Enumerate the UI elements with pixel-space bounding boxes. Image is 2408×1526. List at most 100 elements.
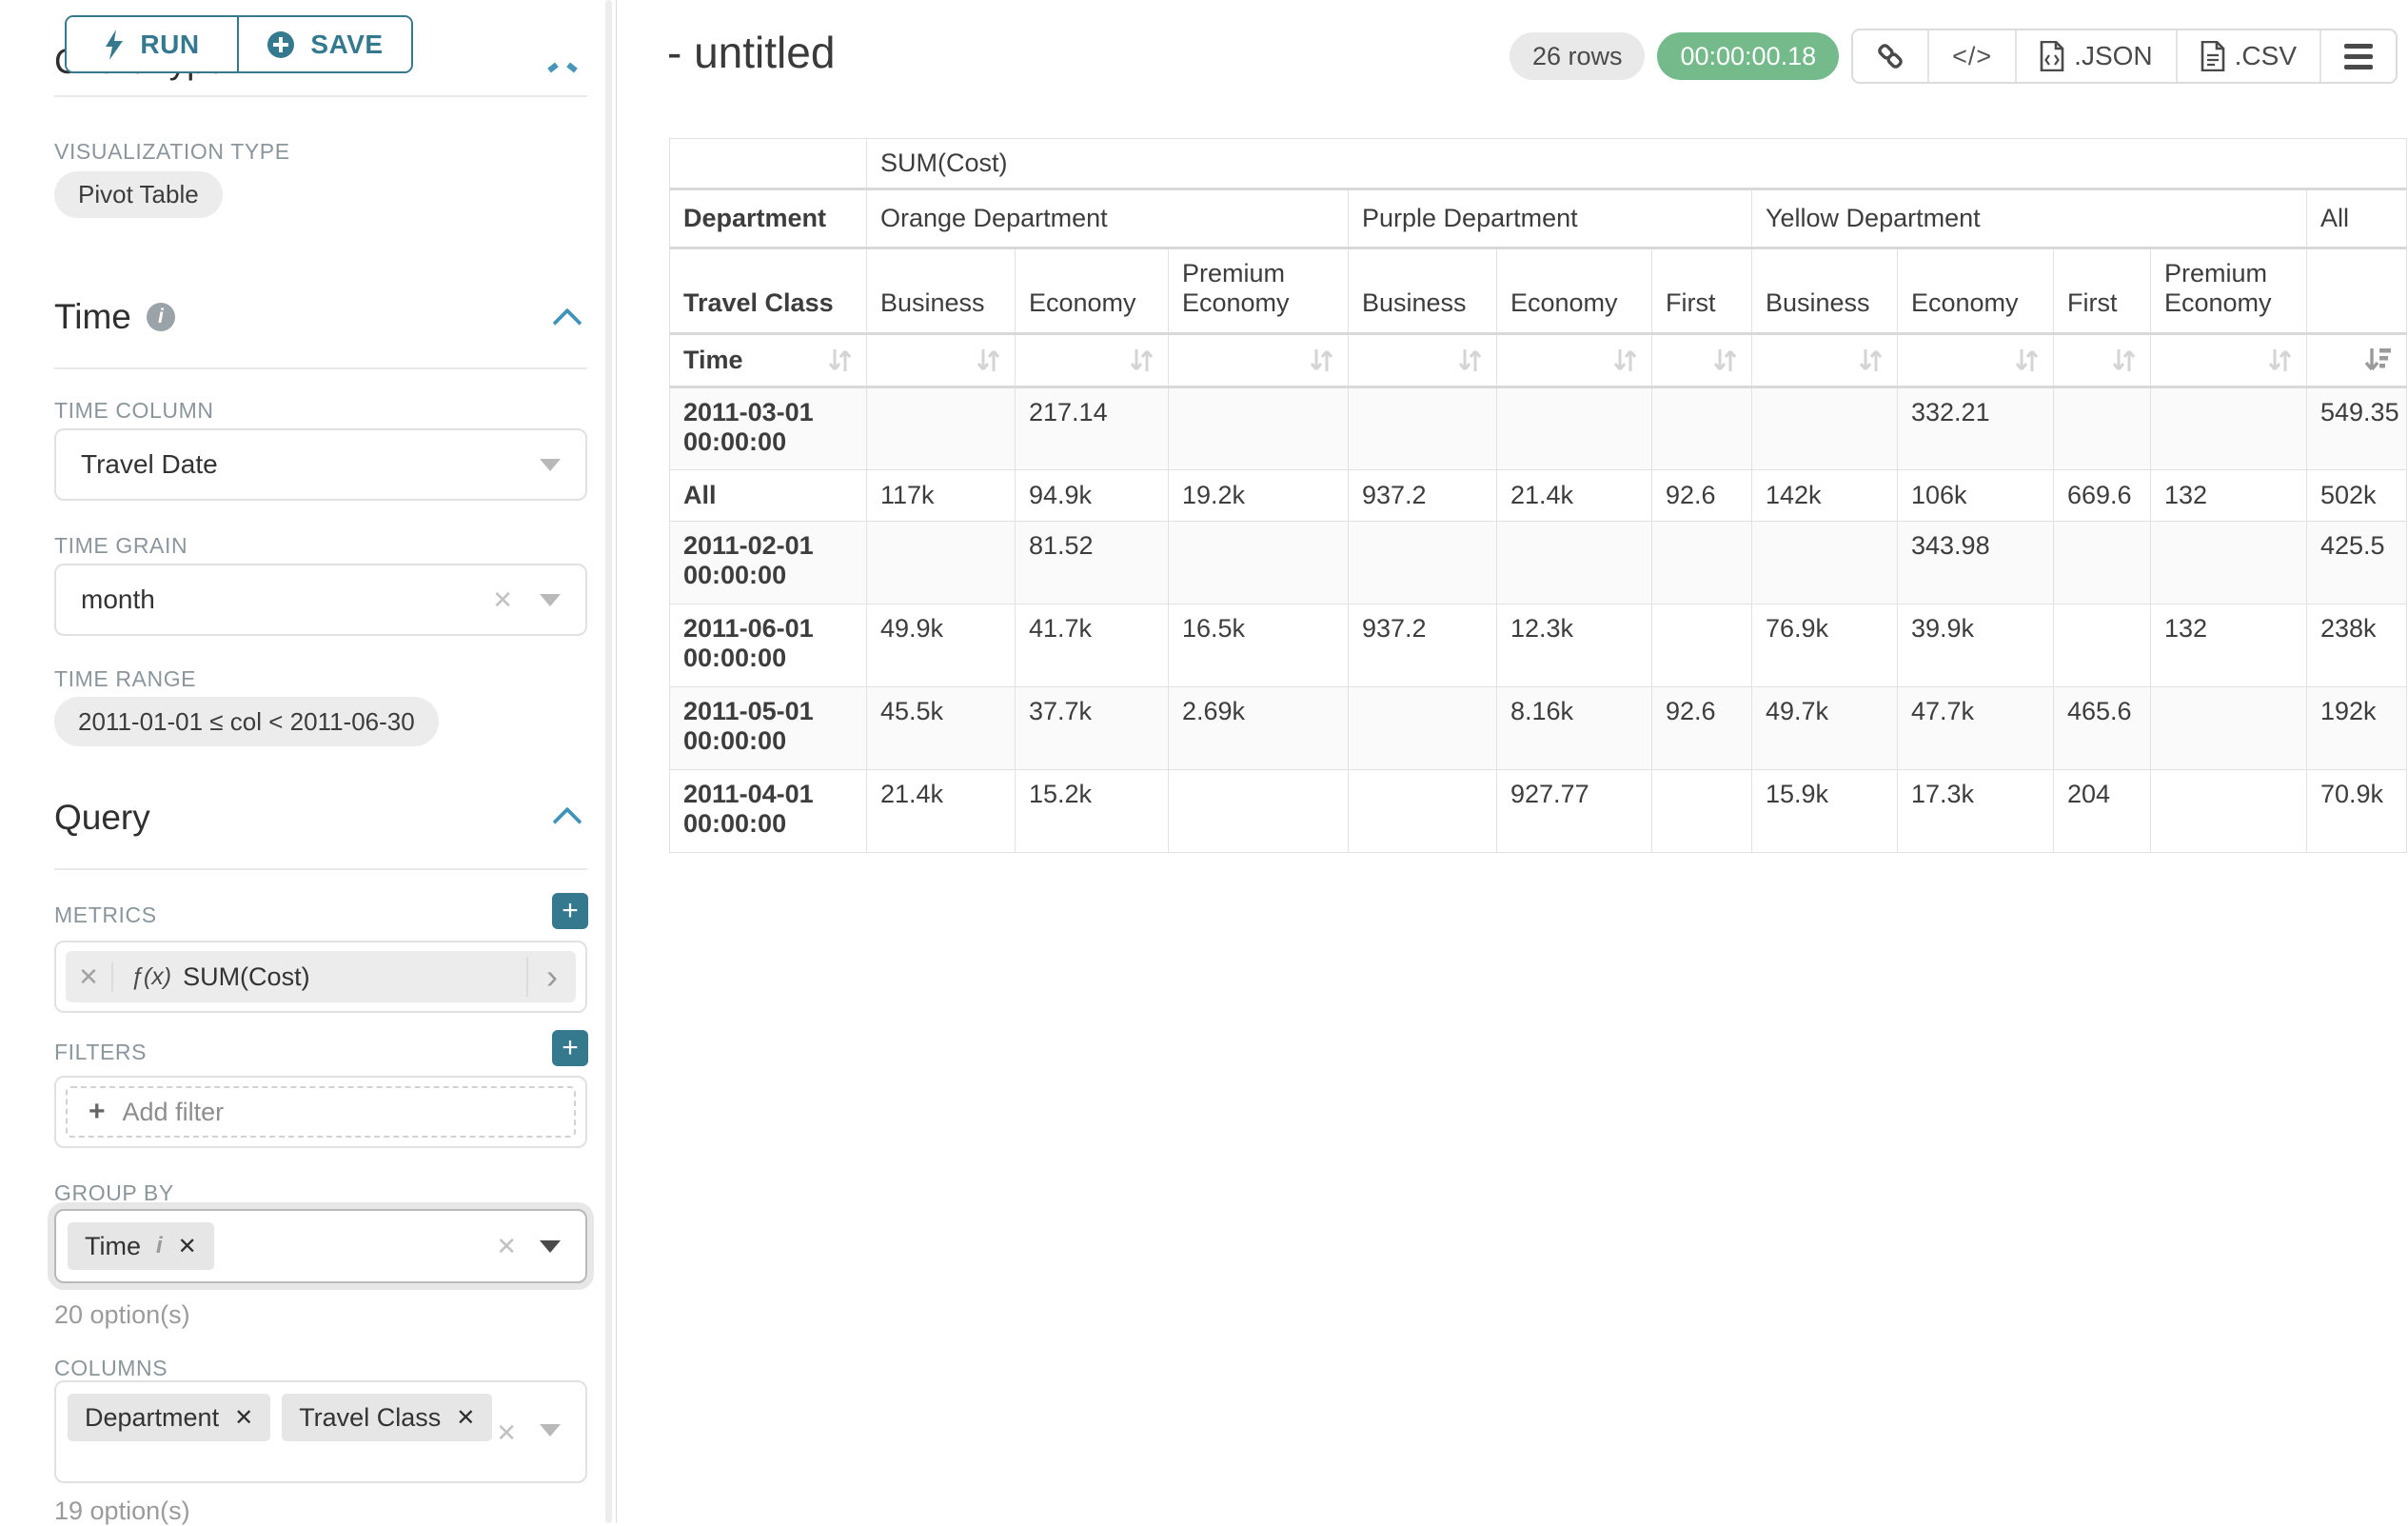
- value-cell: 12.3k: [1496, 604, 1652, 687]
- add-filter-button[interactable]: + Add filter: [66, 1086, 576, 1138]
- sort-header-cell[interactable]: [1496, 333, 1652, 388]
- row-label-cell: All: [669, 469, 867, 522]
- value-cell: 41.7k: [1015, 604, 1169, 687]
- table-row: All 117k 94.9k 19.2k 937.2 21.4k 92.6 142k 106k 6…: [669, 469, 2408, 522]
- export-json-button[interactable]: .JSON: [2017, 30, 2178, 82]
- sort-header-cell[interactable]: [2053, 333, 2151, 388]
- remove-tag-x-icon[interactable]: ✕: [234, 1404, 254, 1431]
- save-button[interactable]: SAVE: [239, 17, 411, 71]
- control-panel: Chart Type RUN SAVE VISUALIZATION TYPE P…: [0, 0, 617, 1525]
- value-cell: 21.4k: [866, 769, 1016, 853]
- value-cell: [1496, 386, 1652, 470]
- sort-descending-icon: [2364, 348, 2392, 371]
- share-link-button[interactable]: [1853, 30, 1930, 82]
- csv-file-icon: [2201, 41, 2224, 71]
- col-member-header: [2305, 248, 2408, 335]
- remove-tag-x-icon[interactable]: ✕: [456, 1404, 476, 1431]
- chart-title[interactable]: - untitled: [667, 28, 836, 77]
- sort-header-cell[interactable]: [1897, 333, 2054, 388]
- value-cell: 937.2: [1348, 469, 1497, 522]
- sort-header-cell[interactable]: [2150, 333, 2307, 388]
- value-cell: 927.77: [1496, 769, 1652, 853]
- group-by-select[interactable]: Time i ✕ ✕: [54, 1209, 587, 1283]
- plus-circle-icon: [267, 30, 295, 58]
- clear-x-icon[interactable]: ✕: [496, 1231, 517, 1260]
- time-grain-select[interactable]: month ✕: [54, 564, 587, 636]
- sort-arrows-icon: [977, 349, 1000, 371]
- value-cell: [866, 521, 1016, 604]
- time-label: Time: [683, 346, 743, 374]
- value-cell: 37.7k: [1015, 686, 1169, 770]
- row-label-cell: 2011-03-01 00:00:00: [669, 386, 867, 470]
- metric-chip[interactable]: ✕ ƒ(x) SUM(Cost) ›: [66, 951, 576, 1002]
- value-cell: 45.5k: [866, 686, 1016, 770]
- export-csv-button[interactable]: .CSV: [2178, 30, 2321, 82]
- time-section-title: Time: [54, 297, 131, 336]
- row-label-cell: 2011-06-01 00:00:00: [669, 604, 867, 687]
- value-cell: 21.4k: [1496, 469, 1652, 522]
- json-file-icon: [2040, 41, 2064, 71]
- add-filter-plus-button[interactable]: +: [552, 1030, 588, 1066]
- group-by-label: GROUP BY: [54, 1180, 174, 1205]
- columns-label: COLUMNS: [54, 1356, 168, 1380]
- export-json-label: .JSON: [2074, 41, 2153, 70]
- value-cell: 132: [2150, 604, 2307, 687]
- menu-button[interactable]: [2321, 30, 2396, 82]
- remove-metric-x-icon[interactable]: ✕: [66, 961, 113, 992]
- run-button[interactable]: RUN: [67, 17, 239, 71]
- col-member-header: First: [2053, 248, 2151, 335]
- time-collapse-chevron-icon[interactable]: [552, 307, 582, 338]
- group-by-tag[interactable]: Time i ✕: [68, 1222, 214, 1270]
- sort-header-cell[interactable]: [1168, 333, 1349, 388]
- chevron-right-icon[interactable]: ›: [526, 957, 576, 997]
- caret-down-icon: [540, 593, 561, 606]
- sort-arrows-icon: [2112, 349, 2136, 371]
- sort-header-cell[interactable]: [1015, 333, 1169, 388]
- sort-header-cell[interactable]: [1348, 333, 1497, 388]
- value-cell: [2053, 521, 2151, 604]
- sort-header-cell[interactable]: [1751, 333, 1898, 388]
- remove-tag-x-icon[interactable]: ✕: [177, 1233, 197, 1259]
- sort-arrows-icon: [1613, 349, 1637, 371]
- columns-tag[interactable]: Travel Class ✕: [282, 1394, 493, 1441]
- table-row: 2011-04-01 00:00:00 21.4k 15.2k 927.77 15.9k…: [669, 769, 2408, 853]
- value-cell: [1348, 769, 1497, 853]
- sort-header-cell[interactable]: [2305, 333, 2408, 388]
- sort-arrows-icon: [1310, 349, 1333, 371]
- value-cell: [1651, 769, 1752, 853]
- time-range-chip[interactable]: 2011-01-01 ≤ col < 2011-06-30: [54, 697, 439, 746]
- sort-header-cell[interactable]: [1651, 333, 1752, 388]
- value-cell: 217.14: [1015, 386, 1169, 470]
- value-cell: [1348, 386, 1497, 470]
- chevron-up-icon[interactable]: [547, 62, 559, 73]
- value-cell: [1496, 521, 1652, 604]
- export-toolbar: </> .JSON .CSV: [1851, 29, 2398, 84]
- caret-down-icon: [540, 458, 561, 471]
- columns-tag[interactable]: Department ✕: [68, 1394, 271, 1441]
- row-dim2-header: Travel Class: [669, 248, 867, 335]
- time-grain-label: TIME GRAIN: [54, 533, 188, 558]
- time-column-value: Travel Date: [81, 449, 218, 479]
- value-cell: 117k: [866, 469, 1016, 522]
- table-row: 2011-06-01 00:00:00 49.9k 41.7k 16.5k 937.2 1…: [669, 604, 2408, 687]
- embed-code-button[interactable]: </>: [1929, 30, 2018, 82]
- query-timer-badge: 00:00:00.18: [1657, 32, 1840, 80]
- sidebar-scrollbar[interactable]: [605, 0, 612, 1523]
- value-cell: 15.2k: [1015, 769, 1169, 853]
- value-cell: 669.6: [2053, 469, 2151, 522]
- query-collapse-chevron-icon[interactable]: [552, 806, 582, 837]
- value-cell: 192k: [2305, 686, 2408, 770]
- chevron-up-icon[interactable]: [566, 62, 578, 73]
- time-sort-header-cell[interactable]: Time: [669, 333, 867, 388]
- time-column-select[interactable]: Travel Date: [54, 428, 587, 501]
- sort-header-cell[interactable]: [866, 333, 1016, 388]
- add-metric-button[interactable]: +: [552, 893, 588, 929]
- value-cell: [2150, 521, 2307, 604]
- visualization-type-chip[interactable]: Pivot Table: [54, 171, 223, 218]
- clear-x-icon[interactable]: ✕: [496, 1418, 517, 1447]
- columns-select[interactable]: Department ✕ Travel Class ✕ ✕: [54, 1380, 587, 1483]
- value-cell: [2053, 604, 2151, 687]
- caret-down-icon: [540, 1239, 561, 1253]
- col-member-header: Economy: [1015, 248, 1169, 335]
- clear-x-icon[interactable]: ✕: [492, 585, 513, 614]
